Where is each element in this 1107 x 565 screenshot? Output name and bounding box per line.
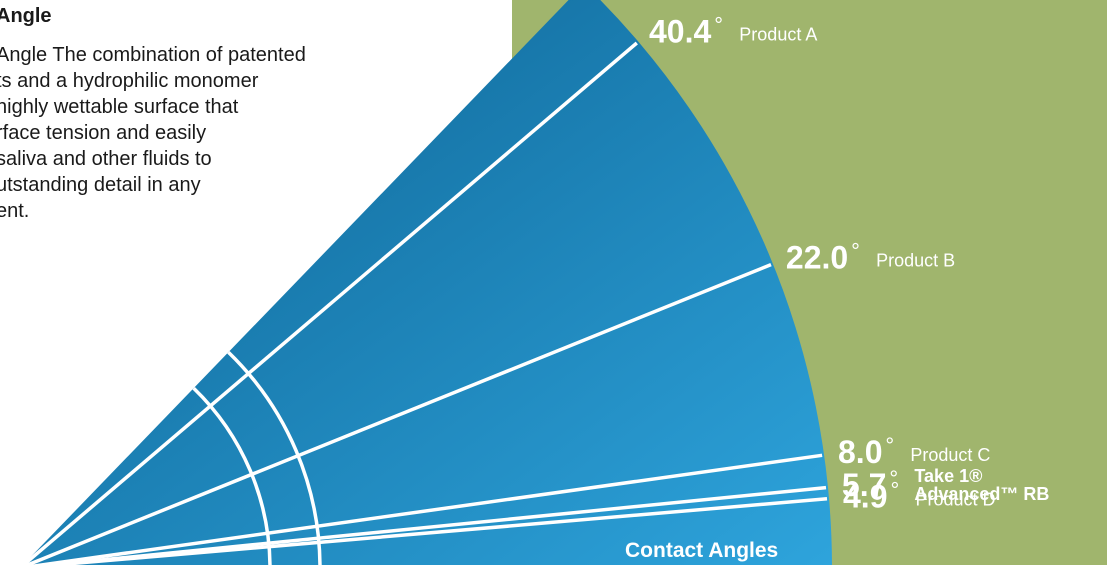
chart-title: Contact Angles (625, 539, 778, 562)
angle-label-product-d: 4.9 ° Product D (843, 477, 996, 514)
degree-symbol: ° (889, 466, 898, 491)
degree-symbol: ° (851, 239, 860, 264)
series-name: Product C (910, 445, 990, 465)
angle-value: 40.4 (649, 14, 711, 50)
angle-label-product-a: 40.4 ° Product A (649, 13, 817, 50)
angle-label-product-c: 8.0 ° Product C (838, 433, 990, 470)
angle-label-take-1-advanced-rb: 5.7 ° Take 1®Advanced™ RB (842, 466, 1050, 504)
degree-symbol: ° (885, 433, 894, 458)
degree-symbol: ° (891, 477, 900, 502)
description-body: Angle The combination of patented ts and… (0, 44, 306, 222)
series-name: Product D (916, 489, 996, 509)
angle-value: 22.0 (786, 240, 848, 276)
ray-take-1-advanced-rb (32, 485, 827, 565)
series-name: Product A (739, 25, 817, 45)
angle-value: 4.9 (843, 478, 887, 514)
angle-rays (20, 41, 828, 565)
angle-value: 8.0 (838, 434, 882, 470)
series-name: Take 1® (914, 466, 982, 486)
ray-product-c (28, 453, 823, 565)
degree-symbol: ° (714, 13, 723, 38)
description-block: Angle Angle The combination of patented … (0, 4, 436, 224)
ray-product-b (22, 262, 772, 565)
angle-value: 5.7 (842, 467, 886, 503)
ray-product-d (34, 497, 828, 565)
series-name: Advanced™ RB (914, 484, 1049, 504)
ray-product-a (20, 41, 638, 565)
angle-label-product-b: 22.0 ° Product B (786, 239, 955, 276)
angle-labels: 40.4 ° Product A22.0 ° Product B8.0 ° Product … (649, 13, 1049, 515)
series-name: Product B (876, 251, 955, 271)
description-heading: Angle (0, 5, 52, 27)
